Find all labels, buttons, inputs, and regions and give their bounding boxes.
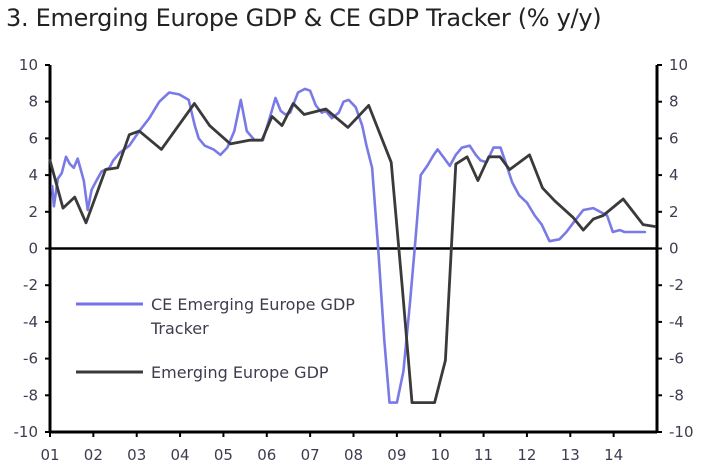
y-tick-label-right: 2 — [669, 203, 679, 221]
chart-title: 3. Emerging Europe GDP & CE GDP Tracker … — [6, 4, 602, 32]
x-tick-label: 09 — [387, 446, 406, 464]
x-tick-label: 11 — [474, 446, 493, 464]
legend-label-gdp: Emerging Europe GDP — [151, 363, 329, 382]
y-tick-label-right: 6 — [669, 129, 679, 147]
legend-label-tracker: Tracker — [150, 319, 209, 338]
y-tick-label-left: -2 — [23, 276, 38, 294]
series-line-tracker — [50, 87, 647, 404]
x-tick-label: 04 — [171, 446, 190, 464]
y-tick-label-left: 0 — [28, 240, 38, 258]
y-tick-label-right: 0 — [669, 240, 679, 258]
y-tick-label-left: -4 — [23, 313, 38, 331]
y-tick-label-right: -8 — [669, 386, 684, 404]
x-tick-label: 12 — [517, 446, 536, 464]
y-tick-label-left: -8 — [23, 386, 38, 404]
x-tick-label: 05 — [214, 446, 233, 464]
y-tick-label-right: -2 — [669, 276, 684, 294]
legend: CE Emerging Europe GDP Tracker Emerging Eu… — [76, 295, 355, 382]
y-tick-label-left: 10 — [19, 56, 38, 74]
x-tick-label: 14 — [604, 446, 623, 464]
y-tick-label-left: -6 — [23, 350, 38, 368]
x-tick-label: 13 — [561, 446, 580, 464]
legend-label-tracker: CE Emerging Europe GDP — [151, 295, 355, 314]
y-tick-label-right: -6 — [669, 350, 684, 368]
x-tick-label: 02 — [84, 446, 103, 464]
y-tick-label-right: 10 — [669, 56, 688, 74]
x-tick-label: 10 — [431, 446, 450, 464]
x-tick-label: 01 — [40, 446, 59, 464]
series-layer — [48, 87, 657, 405]
y-tick-label-left: 8 — [28, 93, 38, 111]
x-tick-label: 07 — [301, 446, 320, 464]
y-tick-label-left: 2 — [28, 203, 38, 221]
x-tick-label: 03 — [127, 446, 146, 464]
x-tick-label: 08 — [344, 446, 363, 464]
x-tick-label: 06 — [257, 446, 276, 464]
y-tick-label-right: -10 — [669, 423, 694, 441]
y-tick-label-left: 6 — [28, 129, 38, 147]
y-tick-label-left: 4 — [28, 166, 38, 184]
series-line-gdp — [48, 102, 657, 405]
y-tick-label-right: 4 — [669, 166, 679, 184]
y-tick-label-right: -4 — [669, 313, 684, 331]
y-tick-label-right: 8 — [669, 93, 679, 111]
y-tick-label-left: -10 — [14, 423, 39, 441]
